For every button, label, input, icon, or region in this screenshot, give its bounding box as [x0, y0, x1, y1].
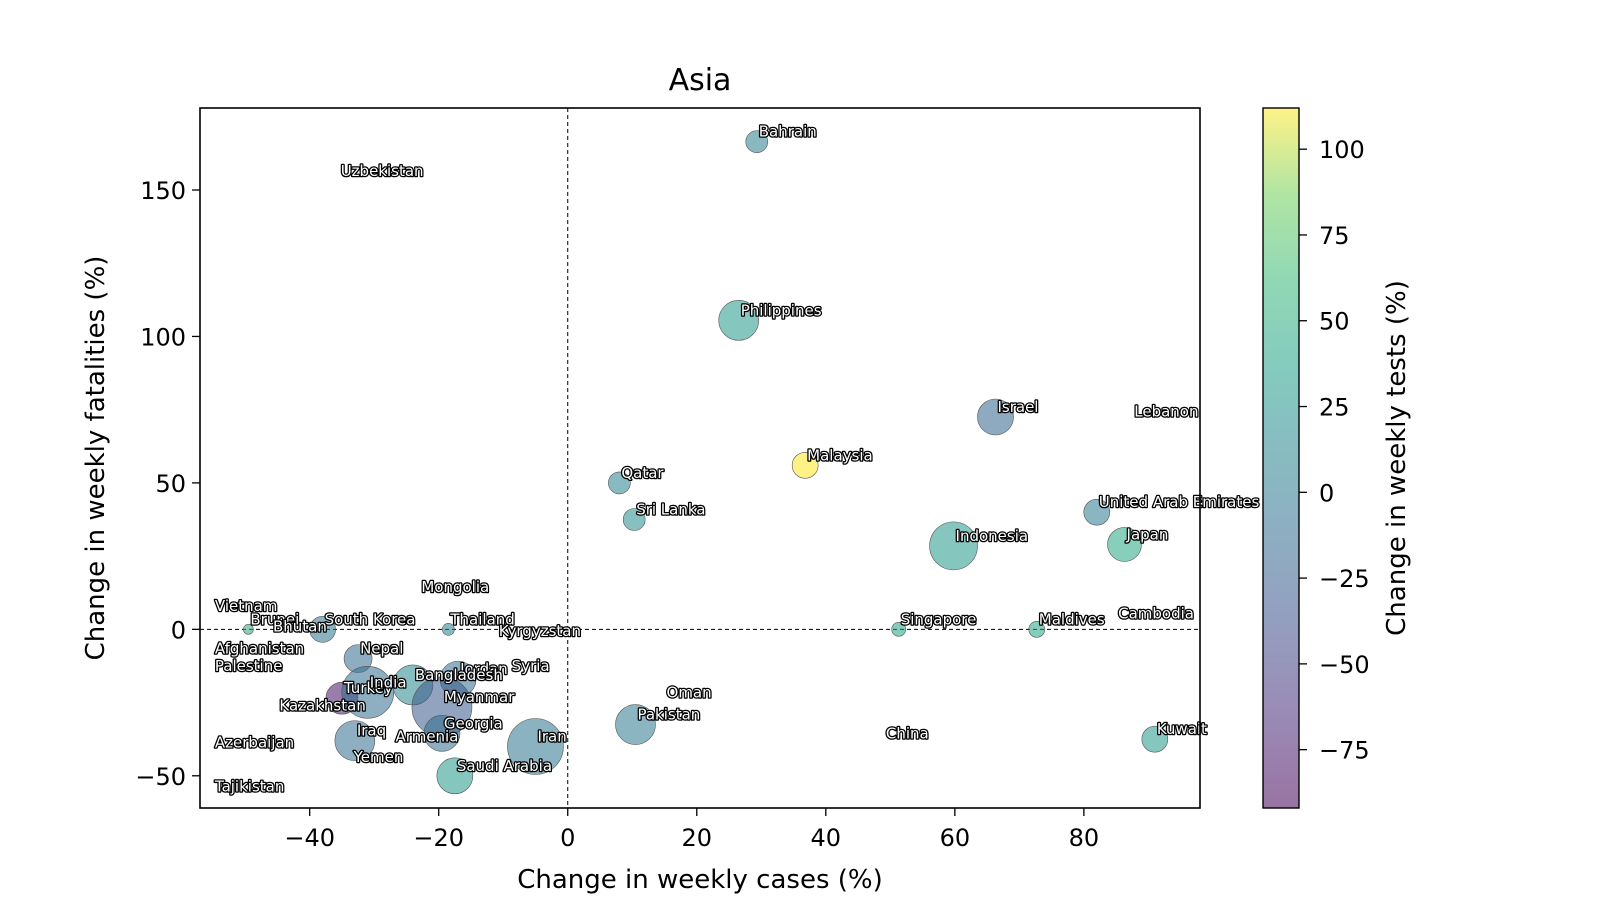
x-axis: −40 −20 0 20 40 60 80 — [284, 808, 1099, 852]
point-label: Saudi Arabia — [457, 757, 552, 775]
point-label: Afghanistan — [215, 640, 304, 658]
point-label: United Arab Emirates — [1099, 493, 1260, 511]
point-label: Palestine — [215, 657, 283, 675]
colorbar-tick-label: 100 — [1319, 136, 1365, 164]
bubble-qatar — [608, 471, 631, 495]
bubble-malaysia — [791, 452, 819, 479]
point-label: Cambodia — [1118, 604, 1194, 622]
point-label: Tajikistan — [214, 777, 284, 795]
colorbar-tick-label: 25 — [1319, 394, 1350, 422]
y-tick-label: −50 — [135, 763, 186, 791]
point-label: China — [886, 725, 929, 743]
y-tick-label: 150 — [140, 177, 186, 205]
point-label: India — [370, 673, 407, 691]
point-label: Philippines — [741, 301, 822, 319]
point-label: Israel — [997, 398, 1038, 416]
point-label: Bhutan — [273, 618, 327, 636]
bubble-thailand — [442, 623, 455, 636]
point-label: Myanmar — [444, 688, 515, 706]
bubble-kuwait — [1141, 725, 1169, 753]
point-label: Malaysia — [807, 446, 873, 464]
y-axis: −50 0 50 100 150 — [135, 177, 200, 791]
point-label: Lebanon — [1134, 402, 1198, 420]
colorbar-tick-label: 50 — [1319, 308, 1350, 336]
point-label: Japan — [1126, 525, 1169, 543]
x-axis-label: Change in weekly cases (%) — [517, 865, 883, 895]
x-tick-label: 60 — [940, 824, 971, 852]
point-label: Brunei — [250, 610, 299, 628]
point-label: Iraq — [357, 722, 386, 740]
point-label: South Korea — [325, 610, 416, 628]
x-tick-label: −40 — [284, 824, 335, 852]
colorbar-gradient — [1263, 108, 1299, 808]
chart-title: Asia — [669, 63, 732, 98]
point-label: Pakistan — [637, 706, 700, 724]
bubble-iraq — [334, 720, 376, 761]
bubble-georgia — [423, 715, 461, 752]
point-label: Uzbekistan — [341, 162, 424, 180]
colorbar-tick-label: −75 — [1319, 737, 1370, 765]
bubble-iran — [507, 718, 564, 775]
point-label: Iran — [537, 727, 566, 745]
y-tick-label: 100 — [140, 323, 186, 351]
point-label: Jordan — [459, 660, 508, 678]
bubble-singapore — [891, 622, 907, 637]
point-label: Kyrgyzstan — [499, 622, 581, 640]
bubble-philippines — [718, 300, 760, 341]
bubble-sri-lanka — [622, 508, 646, 531]
point-label: Armenia — [396, 727, 459, 745]
y-axis-label: Change in weekly fatalities (%) — [81, 256, 111, 661]
point-label: Kuwait — [1157, 720, 1207, 738]
plot-frame — [199, 107, 1201, 809]
colorbar-frame — [1262, 107, 1300, 809]
bubble-south-korea — [309, 616, 336, 643]
x-tick-label: 80 — [1069, 824, 1100, 852]
point-label: Oman — [667, 684, 712, 702]
point-label: Yemen — [353, 748, 404, 766]
point-label: Qatar — [621, 464, 664, 482]
point-label: Nepal — [360, 640, 403, 658]
colorbar-label: Change in weekly tests (%) — [1382, 280, 1412, 636]
point-label: Vietnam — [215, 597, 278, 615]
bubble-bahrain — [745, 130, 769, 153]
x-tick-label: 20 — [682, 824, 713, 852]
point-label: Maldives — [1039, 610, 1105, 628]
bubble-india — [341, 666, 395, 719]
bubble-united-arab-emirates — [1083, 498, 1111, 526]
point-labels: Bahrain Uzbekistan Philippines Israel Lebano… — [213, 121, 1261, 796]
point-label: Sri Lanka — [636, 501, 705, 519]
bubbles — [243, 130, 1169, 795]
bubble-saudi-arabia — [436, 757, 474, 795]
point-label: Singapore — [901, 610, 977, 628]
bubble-indonesia — [929, 521, 978, 571]
point-label: Thailand — [449, 610, 514, 628]
y-tick-label: 50 — [155, 470, 186, 498]
point-label: Bangladesh — [415, 666, 503, 684]
colorbar-tick-label: −50 — [1319, 651, 1370, 679]
y-tick-label: 0 — [171, 616, 186, 644]
point-label: Kazakhstan — [279, 697, 365, 715]
point-label: Indonesia — [956, 527, 1029, 545]
bubble-pakistan — [615, 704, 656, 745]
point-label: Georgia — [444, 714, 503, 732]
colorbar-tick-label: 75 — [1319, 222, 1350, 250]
bubble-israel — [977, 398, 1014, 436]
x-tick-label: 0 — [560, 824, 575, 852]
bubble-brunei — [243, 624, 254, 635]
x-tick-label: 40 — [811, 824, 842, 852]
bubble-japan — [1107, 527, 1142, 562]
bubble-maldives — [1028, 621, 1046, 638]
colorbar-tick-label: 0 — [1319, 479, 1334, 507]
point-label: Turkey — [343, 679, 393, 697]
colorbar-tick-label: −25 — [1319, 565, 1370, 593]
point-label: Azerbaijan — [215, 733, 294, 751]
colorbar: −75 −50 −25 0 25 50 75 100 Change in weekly tes… — [1262, 107, 1412, 809]
x-tick-label: −20 — [413, 824, 464, 852]
point-label: Mongolia — [421, 578, 489, 596]
colorbar-ticks: −75 −50 −25 0 25 50 75 100 — [1299, 136, 1370, 765]
point-label: Syria — [512, 657, 550, 675]
point-label: Bahrain — [759, 123, 817, 141]
